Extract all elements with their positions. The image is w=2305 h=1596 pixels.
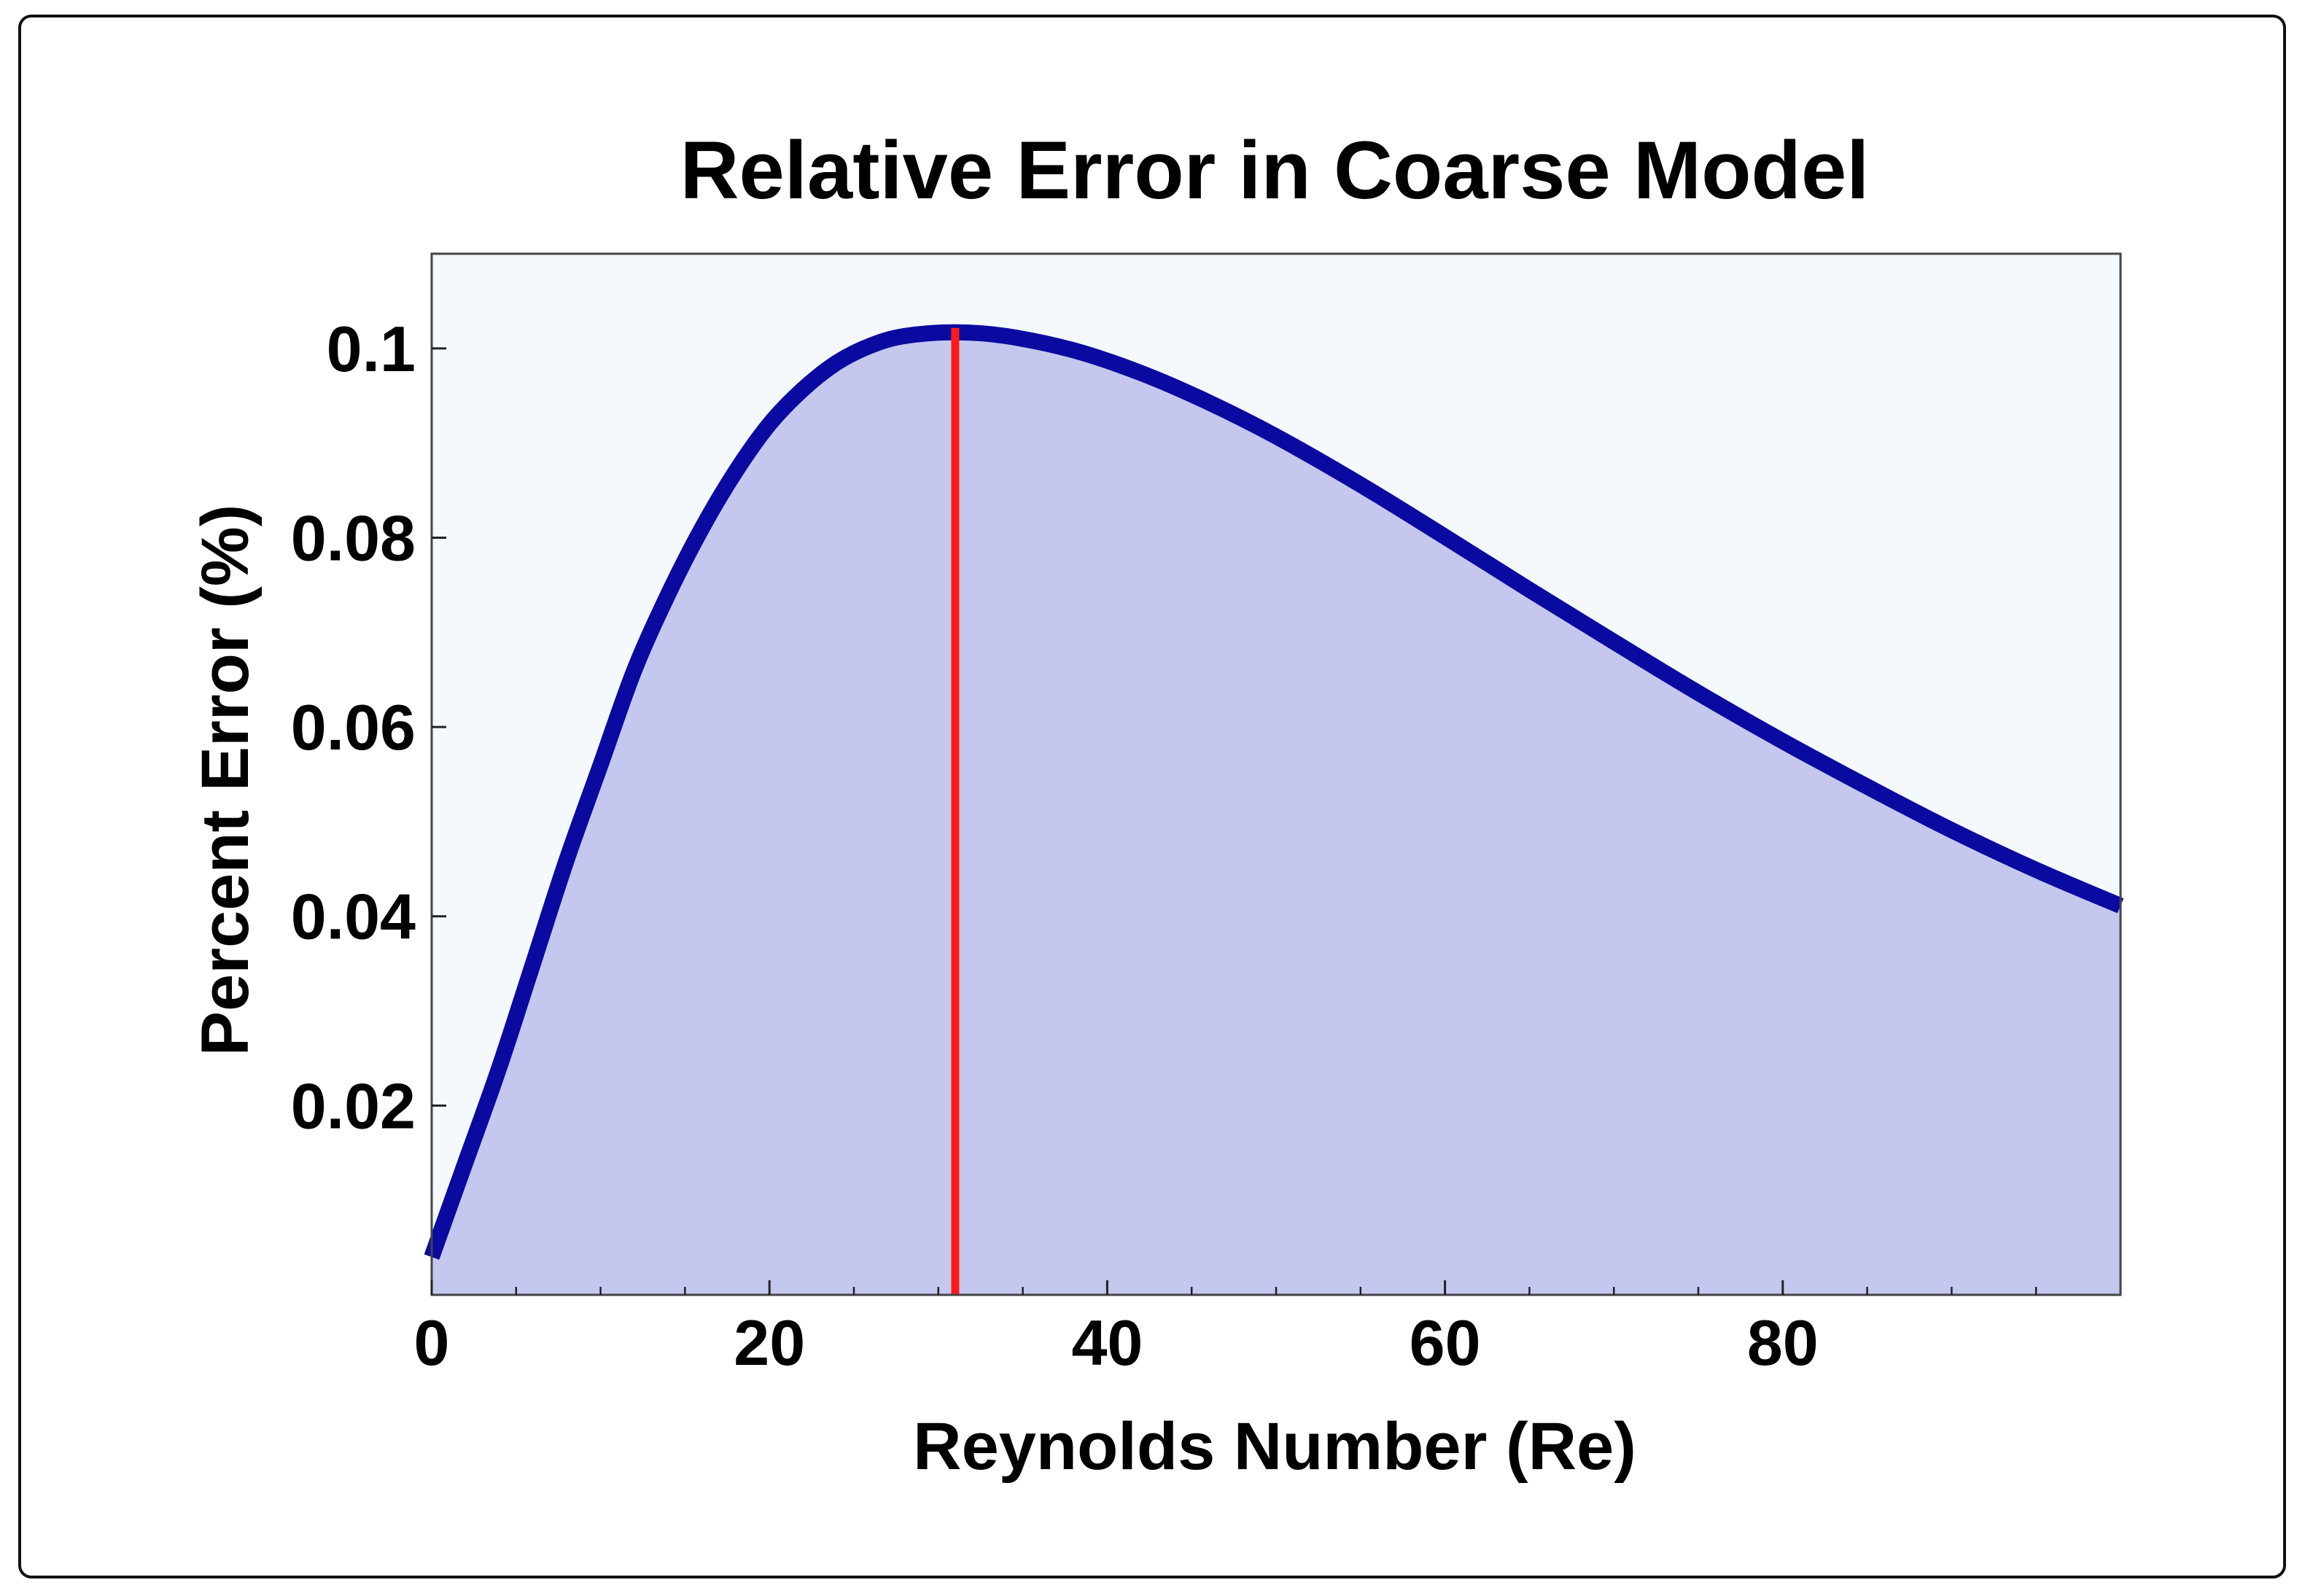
y-tick-label: 0.02	[291, 1070, 416, 1142]
chart-title: Relative Error in Coarse Model	[680, 125, 1870, 216]
y-tick-label: 0.08	[291, 502, 416, 574]
y-tick-label: 0.1	[327, 313, 416, 385]
line-layer	[424, 324, 2124, 1260]
series-line-0	[424, 324, 2124, 1260]
x-axis-label: Reynolds Number (Re)	[913, 1409, 1636, 1484]
y-tick-label: 0.06	[291, 691, 416, 763]
series-area-0	[432, 332, 2121, 1296]
x-tick-label: 40	[1071, 1307, 1143, 1379]
x-tick-label: 0	[414, 1307, 450, 1379]
x-tick-label: 80	[1747, 1307, 1819, 1379]
y-axis: 0.02 0.04 0.06 0.08 0.1	[291, 313, 446, 1142]
x-tick-label: 60	[1410, 1307, 1481, 1379]
y-tick-label: 0.04	[291, 881, 416, 953]
y-axis-label: Percent Error (%)	[188, 505, 263, 1056]
x-tick-label: 20	[734, 1307, 805, 1379]
x-axis: 0 20 40 60 80	[414, 1280, 2037, 1379]
area-layer	[432, 332, 2121, 1296]
